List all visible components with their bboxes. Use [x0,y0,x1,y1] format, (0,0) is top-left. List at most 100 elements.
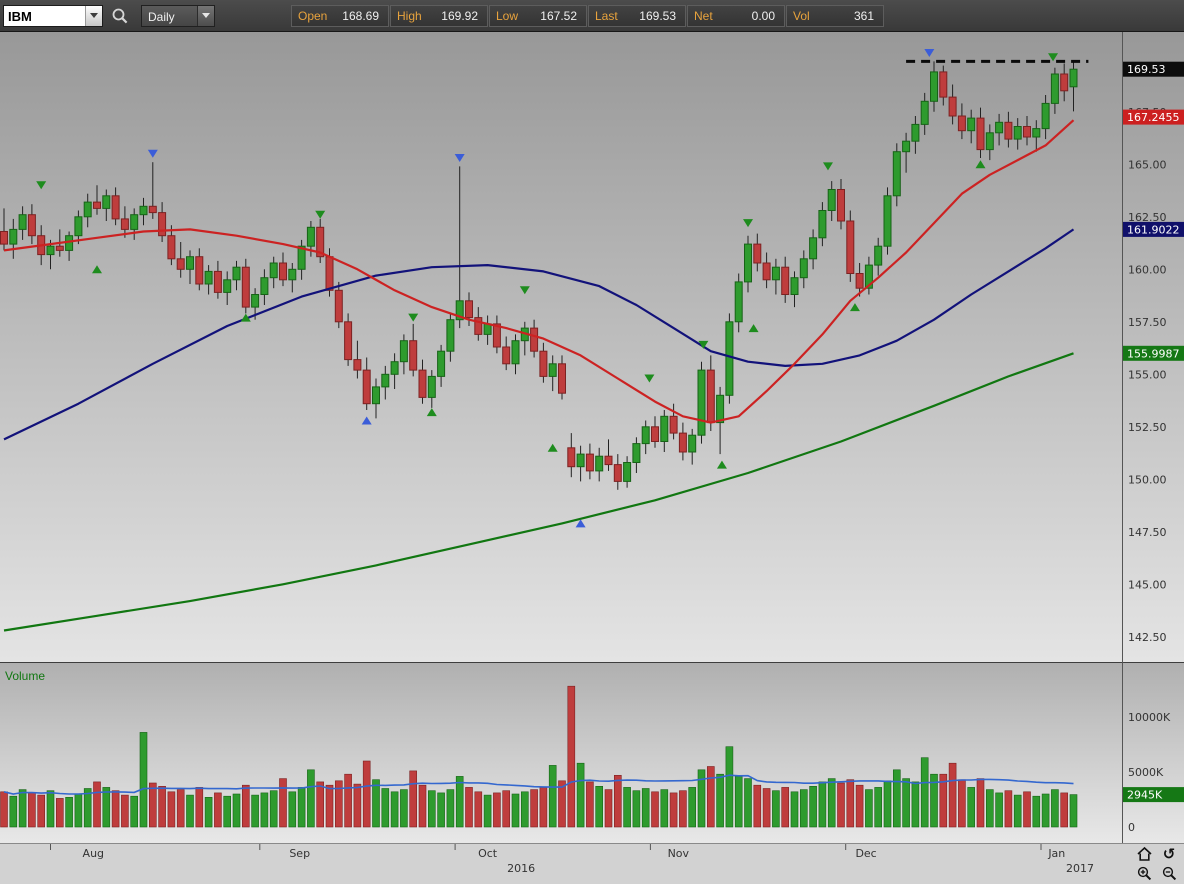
candle-up [102,195,111,209]
candle-up [920,100,929,125]
candle-up [595,455,604,472]
volume-bar [995,792,1003,828]
readout-label: Open [298,8,328,23]
ohlc-readouts: Open 168.69 High 169.92 Low 167.52 Last … [291,4,885,27]
candle-up [930,71,938,102]
timeframe-combo[interactable]: Daily [141,4,215,27]
candle-down [585,453,594,472]
candle-up [260,277,269,296]
volume-bar [520,791,529,828]
volume-bar [1023,791,1031,828]
volume-bar [1032,795,1041,828]
candle-down [678,432,687,453]
volume-bar [883,780,892,828]
symbol-input[interactable]: IBM [8,8,32,24]
volume-bar [669,792,678,828]
volume-bar [427,790,436,828]
volume-bar [176,789,185,828]
price-tick-label: 152.50 [1128,421,1167,434]
symbol-combo[interactable]: IBM [3,4,103,27]
volume-bar [855,784,864,828]
volume-bar [214,792,222,828]
volume-bar [102,787,111,828]
volume-bar [558,780,566,828]
candle-down [502,346,511,365]
volume-bar [251,794,259,828]
home-button[interactable] [1134,845,1154,863]
candle-down [241,266,250,308]
signal-marker-down [454,154,465,162]
volume-bar [0,791,8,828]
volume-bar [46,790,55,828]
signal-marker-down [408,313,419,322]
volume-bar [65,796,73,828]
candle-down [111,195,120,220]
signal-marker-down [698,340,709,349]
price-tick-label: 155.00 [1128,368,1167,381]
signal-marker-up [361,416,372,425]
zoom-out-icon [1162,866,1176,880]
readout-value: 168.69 [342,8,379,23]
candle-up [46,245,55,256]
candle-down [353,359,362,371]
candle-down [846,220,855,274]
signal-marker-up [575,519,586,528]
price-tick-label: 162.50 [1128,211,1167,224]
volume-bar [576,762,585,828]
signal-marker-up [716,460,727,469]
candle-up [697,369,706,436]
candle-up [864,264,873,289]
candle-down [55,245,64,251]
volume-pane-title: Volume [5,669,46,683]
candle-down [93,201,101,209]
timeframe-dropdown-button[interactable] [197,5,214,26]
volume-bar [446,789,455,828]
price-axis-tag-label: 161.9022 [1127,223,1180,236]
candle-up [204,270,213,285]
candle-up [251,294,260,308]
candle-down [27,214,36,237]
search-icon [112,8,128,23]
symbol-dropdown-button[interactable] [85,5,102,26]
readout-value: 169.92 [441,8,478,23]
volume-bar [679,790,687,828]
volume-bar [827,778,836,828]
volume-bar [316,781,325,828]
candle-up [83,201,92,218]
volume-bar [734,776,743,828]
candle-down [213,270,222,293]
candle-down [753,243,762,264]
undo-button[interactable]: ↺ [1159,845,1179,863]
volume-bar [269,790,278,828]
volume-bar [223,795,231,828]
candle-down [976,117,985,151]
volume-bar [976,778,985,828]
candle-down [334,289,343,323]
symbol-search-button[interactable] [107,3,133,29]
price-axis-tag-label: 169.53 [1127,63,1166,76]
zoom-out-button[interactable] [1159,864,1179,882]
candle-up [716,394,725,424]
candle-down [465,300,473,319]
candle-down [651,426,659,442]
candle-up [297,245,306,270]
candle-up [139,205,148,216]
volume-bar [381,788,390,828]
readout-label: High [397,8,422,23]
candle-down [855,273,864,289]
volume-bar [149,782,157,828]
zoom-in-button[interactable] [1134,864,1154,882]
readout-value: 167.52 [540,8,577,23]
readout-value: 361 [853,8,874,23]
candle-up [1032,128,1041,138]
candle-up [232,266,241,281]
volume-bar [1004,790,1013,828]
candle-down [957,115,966,132]
signal-marker-down [36,181,47,190]
zoom-in-icon [1137,866,1151,880]
volume-bar [595,785,604,828]
candle-up [437,350,446,377]
candle-up [911,123,920,142]
volume-bar [1069,794,1078,828]
